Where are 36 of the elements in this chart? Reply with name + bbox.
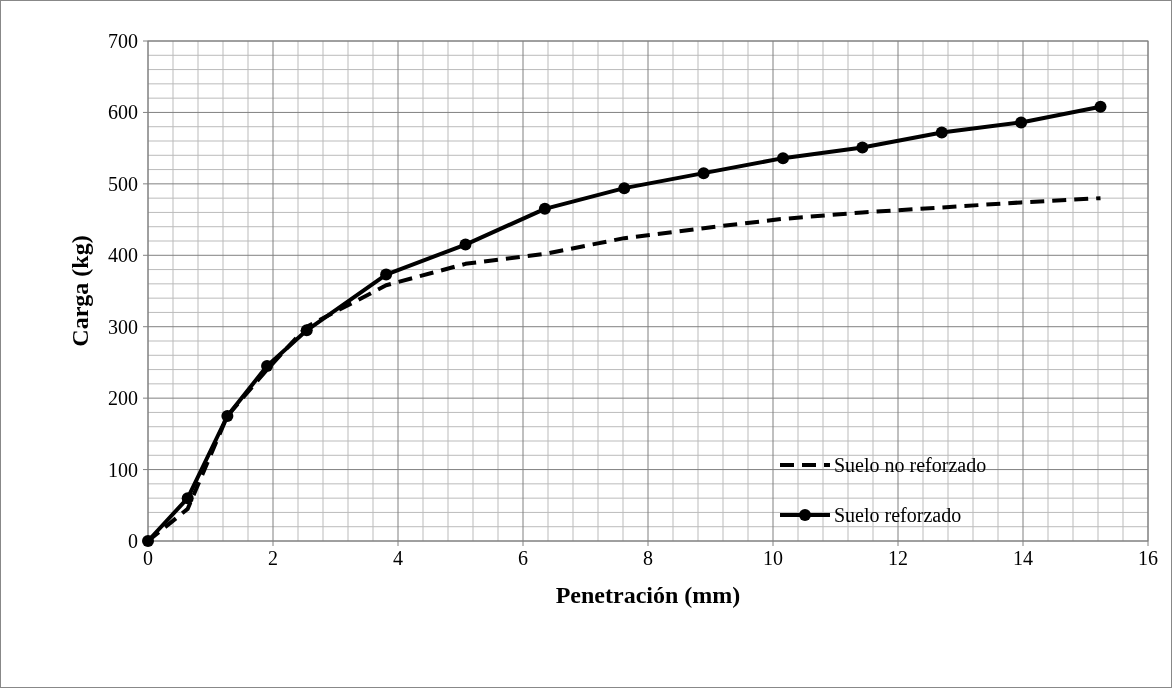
y-tick-label: 300 (108, 315, 138, 338)
x-tick-label: 6 (518, 547, 528, 569)
point (777, 152, 789, 165)
point (538, 202, 551, 215)
point (300, 324, 313, 337)
x-tick-label: 0 (143, 547, 153, 569)
point (261, 360, 274, 372)
legend-label: Suelo reforzado (834, 504, 962, 526)
y-axis-title: Carga (kg) (67, 235, 93, 347)
x-tick-label: 4 (393, 547, 403, 569)
y-tick-label: 600 (108, 101, 138, 124)
y-tick-label: 100 (108, 458, 138, 481)
point (221, 410, 234, 422)
y-tick-label: 400 (108, 244, 138, 267)
y-tick-label: 700 (108, 30, 138, 52)
point (856, 141, 869, 154)
x-tick-label: 2 (268, 547, 278, 569)
point (1015, 116, 1028, 129)
x-tick-label: 16 (1138, 547, 1158, 569)
x-axis-title: Penetración (mm) (555, 582, 741, 608)
x-tick-label: 12 (888, 547, 908, 569)
x-tick-label: 8 (643, 547, 653, 569)
y-tick-label: 0 (128, 530, 138, 552)
y-tick-label: 200 (108, 387, 138, 410)
point (380, 268, 393, 281)
point (935, 126, 948, 139)
point (1094, 100, 1107, 113)
y-tick-label: 500 (108, 172, 138, 195)
x-tick-label: 14 (1013, 547, 1033, 569)
point (142, 535, 154, 547)
point (181, 492, 194, 505)
x-tick-label: 10 (763, 547, 783, 569)
point (618, 182, 631, 195)
legend-label: Suelo no reforzado (834, 454, 987, 476)
point (459, 238, 472, 251)
point (697, 167, 710, 180)
